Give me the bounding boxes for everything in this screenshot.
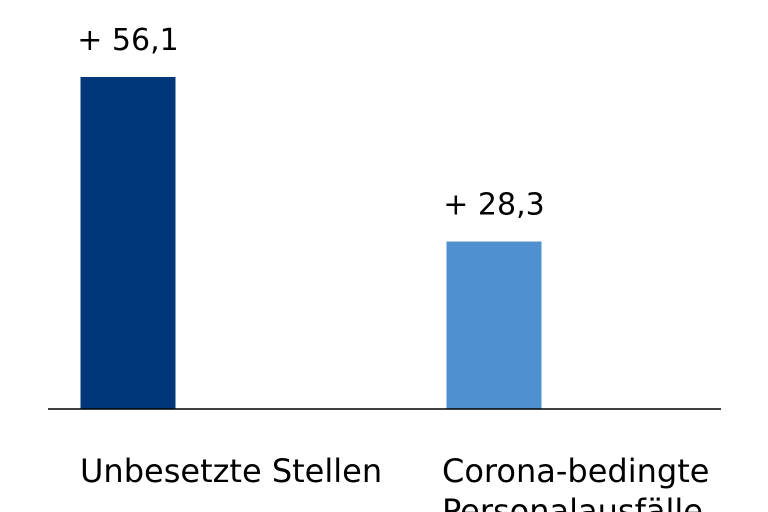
category-labels-group: Unbesetzte Stellen Corona-bedingte Persona… — [80, 452, 709, 512]
data-label-2: + 28,3 — [443, 188, 544, 223]
category-label-2: Corona-bedingte Personalausfälle — [442, 452, 709, 512]
bar-1 — [80, 77, 176, 409]
category-label-1-line-1: Unbesetzte Stellen — [80, 452, 382, 490]
category-label-2-line-2: Personalausfälle — [442, 492, 703, 512]
bar-2 — [446, 241, 542, 409]
data-label-1: + 56,1 — [77, 23, 178, 58]
value-labels-group: + 56,1 + 28,3 — [77, 23, 544, 223]
category-label-1: Unbesetzte Stellen — [80, 452, 382, 490]
category-label-2-line-1: Corona-bedingte — [442, 452, 709, 490]
bars-group — [80, 77, 542, 409]
